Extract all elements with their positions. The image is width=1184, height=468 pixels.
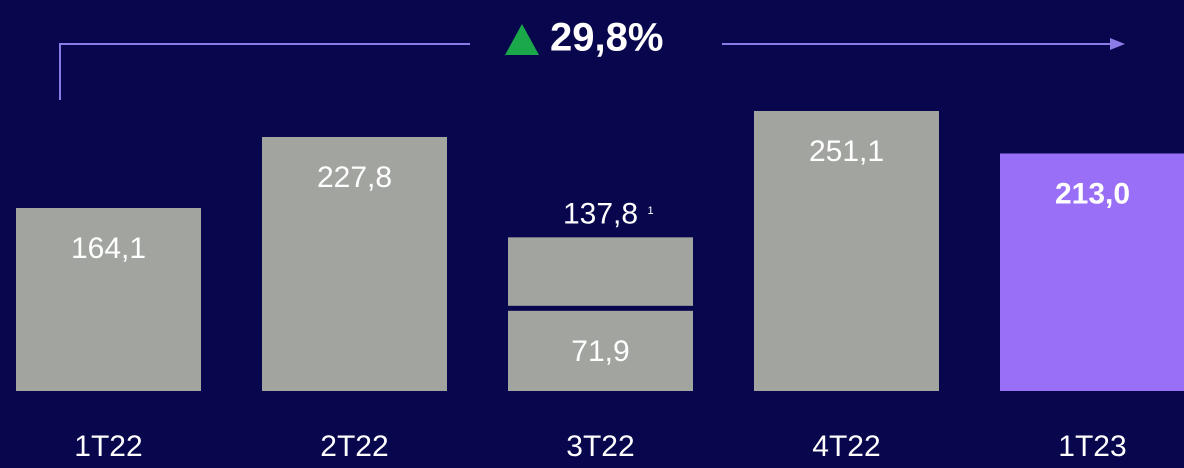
x-tick-label: 1T22 (74, 430, 142, 463)
x-tick-label: 4T22 (812, 430, 880, 463)
data-label: 71,9 (571, 335, 629, 368)
data-label: 251,1 (809, 135, 884, 168)
bar (754, 111, 939, 391)
bar (508, 310, 693, 391)
stack-total-note: 1 (647, 205, 653, 217)
data-label: 227,8 (317, 161, 392, 194)
x-tick-label: 2T22 (320, 430, 388, 463)
x-tick-label: 1T23 (1058, 430, 1126, 463)
growth-arrow (59, 43, 1112, 100)
bar (262, 136, 447, 391)
x-tick-label: 3T22 (566, 430, 634, 463)
arrow-head (1110, 38, 1125, 50)
bar (1000, 153, 1184, 391)
growth-label: 29,8% (550, 16, 663, 60)
data-label: 213,0 (1055, 177, 1130, 210)
bar (16, 208, 201, 391)
bar (508, 237, 693, 306)
data-label: 164,1 (71, 232, 146, 265)
growth-triangle (505, 24, 539, 55)
stack-total-label: 137,8 (563, 197, 638, 230)
